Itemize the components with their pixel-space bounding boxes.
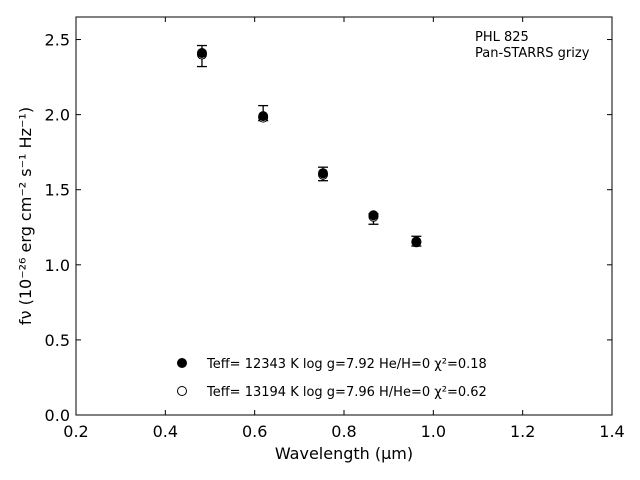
point-filled (411, 237, 422, 248)
legend-marker-open (177, 386, 187, 396)
point-filled (368, 210, 379, 221)
point-filled (258, 111, 269, 122)
y-tick-label: 0.0 (45, 406, 70, 425)
x-tick-label: 0.2 (63, 422, 88, 441)
annotation-line-2: Pan-STARRS grizy (475, 46, 590, 61)
data-marks (196, 44, 422, 248)
x-tick-label: 0.8 (331, 422, 356, 441)
y-axis-label: fν (10⁻²⁶ erg cm⁻² s⁻¹ Hz⁻¹) (16, 107, 35, 325)
y-tick-label: 2.5 (45, 31, 70, 50)
x-tick-label: 0.4 (153, 422, 178, 441)
point-filled (196, 48, 207, 59)
legend-marker-filled (177, 358, 187, 368)
y-tick-label: 2.0 (45, 106, 70, 125)
legend-label-filled: Teff= 12343 K log g=7.92 He/H=0 χ²=0.18 (206, 357, 487, 372)
y-tick-label: 1.5 (45, 181, 70, 200)
point-filled (318, 168, 329, 179)
x-tick-label: 0.6 (242, 422, 267, 441)
y-tick-label: 0.5 (45, 331, 70, 350)
annotation-line-1: PHL 825 (475, 30, 529, 45)
x-ticks: 0.2 0.4 0.6 0.8 1.0 1.2 1.4 (63, 17, 625, 441)
x-tick-label: 1.2 (510, 422, 535, 441)
x-tick-label: 1.0 (421, 422, 446, 441)
legend: Teff= 12343 K log g=7.92 He/H=0 χ²=0.18 … (177, 357, 487, 400)
y-ticks: 0.0 0.5 1.0 1.5 2.0 2.5 (45, 31, 612, 425)
y-tick-label: 1.0 (45, 256, 70, 275)
legend-label-open: Teff= 13194 K log g=7.96 H/He=0 χ²=0.62 (206, 385, 487, 400)
x-axis-label: Wavelength (μm) (275, 444, 413, 463)
x-tick-label: 1.4 (599, 422, 624, 441)
plot-frame (75, 16, 613, 416)
